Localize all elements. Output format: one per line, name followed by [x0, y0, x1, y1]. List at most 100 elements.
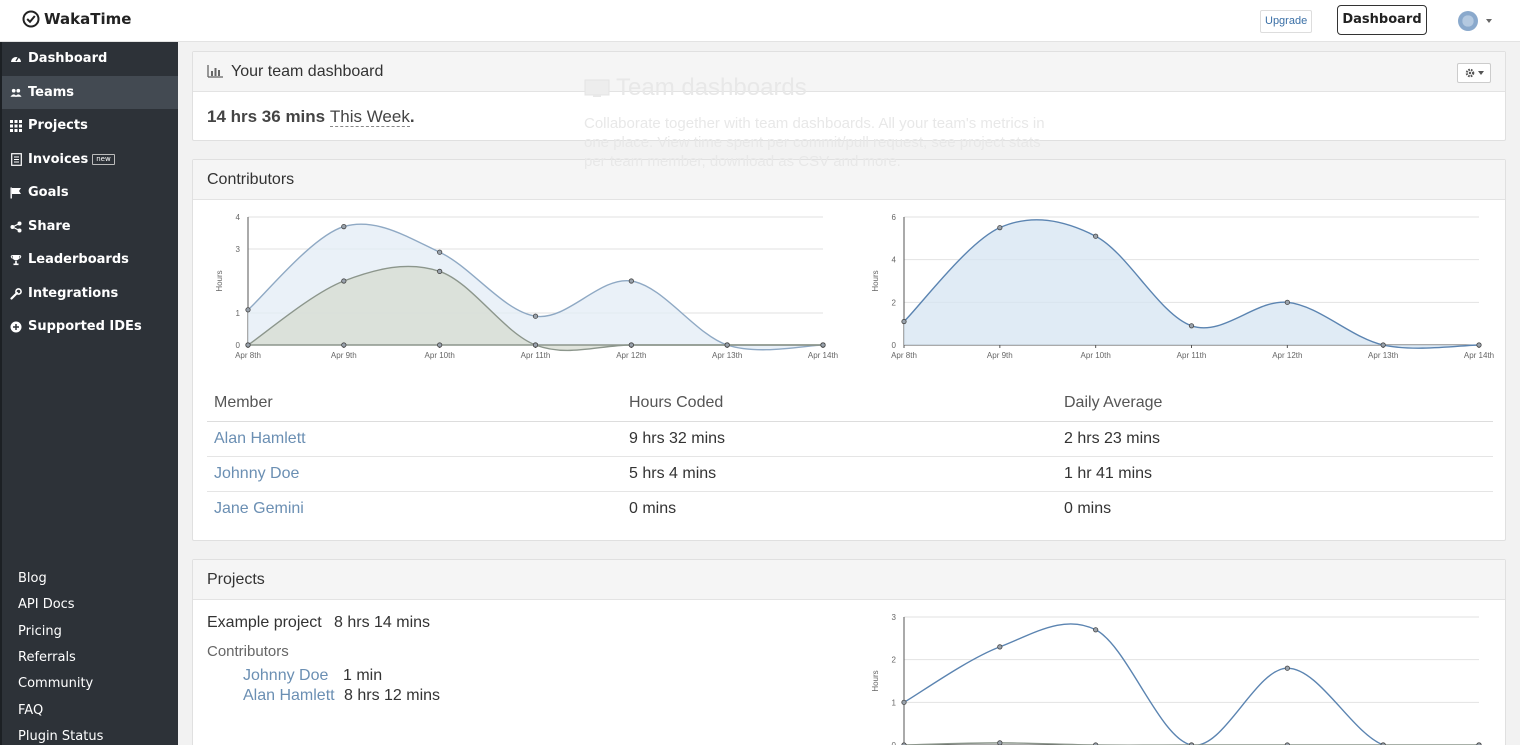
- y-tick-label: 0: [236, 341, 241, 350]
- wakatime-logo-icon: [22, 10, 40, 28]
- sidebar-item-supported-ides[interactable]: Supported IDEs: [2, 310, 178, 343]
- hours-cell: 9 hrs 32 mins: [622, 421, 1057, 457]
- member-link[interactable]: Jane Gemini: [214, 499, 304, 517]
- contributors-chart-stacked: 0 1 3 4 Hours Apr 8th Apr 9th Apr 10th Apr 11th A…: [215, 213, 838, 360]
- column-header-hours-coded[interactable]: Hours Coded: [622, 385, 1057, 422]
- top-bar: WakaTime Upgrade Dashboard: [0, 0, 1520, 42]
- data-point: [1093, 742, 1099, 745]
- footer-link-blog[interactable]: Blog: [18, 571, 47, 586]
- project-name[interactable]: Example project: [207, 614, 322, 631]
- data-point: [1093, 233, 1099, 239]
- period-selector[interactable]: This Week: [329, 107, 410, 127]
- y-tick-label: 1: [236, 309, 241, 318]
- x-tick-label: Apr 10th: [425, 351, 455, 360]
- weekly-total: 14 hrs 36 mins This Week.: [207, 107, 415, 127]
- grid-icon: [10, 119, 22, 132]
- weekly-total-value: 14 hrs 36 mins: [207, 107, 326, 126]
- y-tick-label: 4: [892, 256, 897, 265]
- sidebar-item-teams[interactable]: Teams: [2, 76, 178, 109]
- y-tick-label: 2: [892, 656, 897, 665]
- data-point: [724, 342, 730, 348]
- chevron-down-icon[interactable]: [1486, 19, 1492, 23]
- hours-cell: 5 hrs 4 mins: [622, 456, 1057, 492]
- sidebar-item-integrations[interactable]: Integrations: [2, 277, 178, 310]
- settings-dropdown-button[interactable]: [1457, 63, 1491, 83]
- sidebar-item-share[interactable]: Share: [2, 210, 178, 243]
- trophy-icon: [10, 254, 22, 266]
- y-tick-label: 2: [892, 298, 897, 307]
- sidebar-item-dashboard[interactable]: Dashboard: [2, 42, 178, 75]
- data-point: [997, 225, 1003, 231]
- team-dashboard-panel: Your team dashboard 14 hrs 36 mins This …: [192, 51, 1506, 141]
- y-tick-label: 3: [236, 245, 241, 254]
- sidebar-item-label: Goals: [28, 185, 69, 200]
- footer-link-pricing[interactable]: Pricing: [18, 624, 62, 639]
- contributors-chart-total: 0 2 4 6 Hours Apr 8th Apr 9th Apr 10th Apr 11th A…: [871, 213, 1494, 360]
- data-point: [341, 342, 347, 348]
- x-tick-label: Apr 14th: [808, 351, 838, 360]
- column-header-daily-average[interactable]: Daily Average: [1057, 385, 1493, 422]
- monitor-icon: [584, 79, 610, 97]
- promo-text: Collaborate together with team dashboard…: [584, 115, 1045, 170]
- series-area-1: [248, 266, 823, 351]
- data-point: [1380, 742, 1386, 745]
- y-axis-label: Hours: [871, 270, 880, 291]
- data-point: [341, 278, 347, 284]
- upgrade-button[interactable]: Upgrade: [1260, 10, 1313, 33]
- page-title: Your team dashboard: [231, 62, 384, 80]
- sidebar-item-invoices[interactable]: Invoices new: [2, 143, 178, 176]
- projects-header: Projects: [193, 560, 1505, 600]
- chevron-down-icon: [1477, 71, 1484, 75]
- sidebar-item-goals[interactable]: Goals: [2, 176, 178, 209]
- footer-link-plugin-status[interactable]: Plugin Status: [18, 729, 104, 744]
- logo[interactable]: WakaTime: [22, 10, 131, 28]
- members-table-header: Member Hours Coded Daily Average: [207, 385, 1493, 422]
- data-point: [628, 342, 634, 348]
- footer-link-community[interactable]: Community: [18, 676, 94, 691]
- member-link[interactable]: Alan Hamlett: [214, 429, 306, 447]
- data-point: [437, 249, 443, 255]
- project-contributor-link[interactable]: Johnny Doe: [243, 667, 329, 684]
- dashboard-button[interactable]: Dashboard: [1337, 5, 1427, 35]
- avatar[interactable]: [1458, 11, 1478, 31]
- data-point: [532, 342, 539, 348]
- sidebar-item-label: Supported IDEs: [28, 319, 142, 334]
- data-point: [1476, 742, 1482, 745]
- project-contributor-link[interactable]: Alan Hamlett: [243, 687, 335, 704]
- sidebar-item-label: Leaderboards: [28, 252, 129, 267]
- average-cell: 2 hrs 23 mins: [1057, 421, 1493, 457]
- x-tick-label: Apr 11th: [1177, 351, 1207, 360]
- average-cell: 0 mins: [1064, 499, 1112, 517]
- data-point: [997, 740, 1003, 745]
- x-tick-label: Apr 12th: [1272, 351, 1302, 360]
- y-tick-label: 4: [236, 213, 241, 222]
- data-point: [245, 342, 251, 348]
- footer-link-api-docs[interactable]: API Docs: [18, 597, 75, 612]
- x-tick-label: Apr 13th: [712, 351, 742, 360]
- sidebar-item-label: Projects: [28, 118, 88, 133]
- logo-text: WakaTime: [44, 10, 132, 28]
- bar-chart-icon: [207, 65, 223, 78]
- dashboard-icon: [10, 53, 22, 65]
- sidebar-item-leaderboards[interactable]: Leaderboards: [2, 243, 178, 276]
- hours-cell: 0 mins: [629, 499, 677, 517]
- team-dashboards-promo: Team dashboards Collaborate together wit…: [584, 74, 1054, 171]
- column-header-member[interactable]: Member: [207, 385, 622, 422]
- file-icon: [10, 153, 22, 166]
- footer-link-referrals[interactable]: Referrals: [18, 650, 76, 665]
- y-tick-label: 1: [892, 698, 897, 707]
- y-tick-label: 6: [892, 213, 897, 222]
- flag-icon: [10, 187, 22, 199]
- sidebar-item-projects[interactable]: Projects: [2, 109, 178, 142]
- x-tick-label: Apr 12th: [616, 351, 646, 360]
- x-tick-label: Apr 9th: [987, 351, 1013, 360]
- project-contributors-label: Contributors: [207, 643, 289, 660]
- member-link[interactable]: Johnny Doe: [214, 464, 300, 482]
- project-contributor-time: 8 hrs 12 mins: [344, 687, 441, 704]
- series-line-0: [903, 623, 1479, 745]
- share-icon: [10, 221, 22, 233]
- data-point: [820, 342, 826, 348]
- footer-link-faq[interactable]: FAQ: [18, 703, 44, 718]
- table-row: Jane Gemini 0 mins 0 mins: [207, 491, 1493, 526]
- data-point: [1093, 627, 1099, 633]
